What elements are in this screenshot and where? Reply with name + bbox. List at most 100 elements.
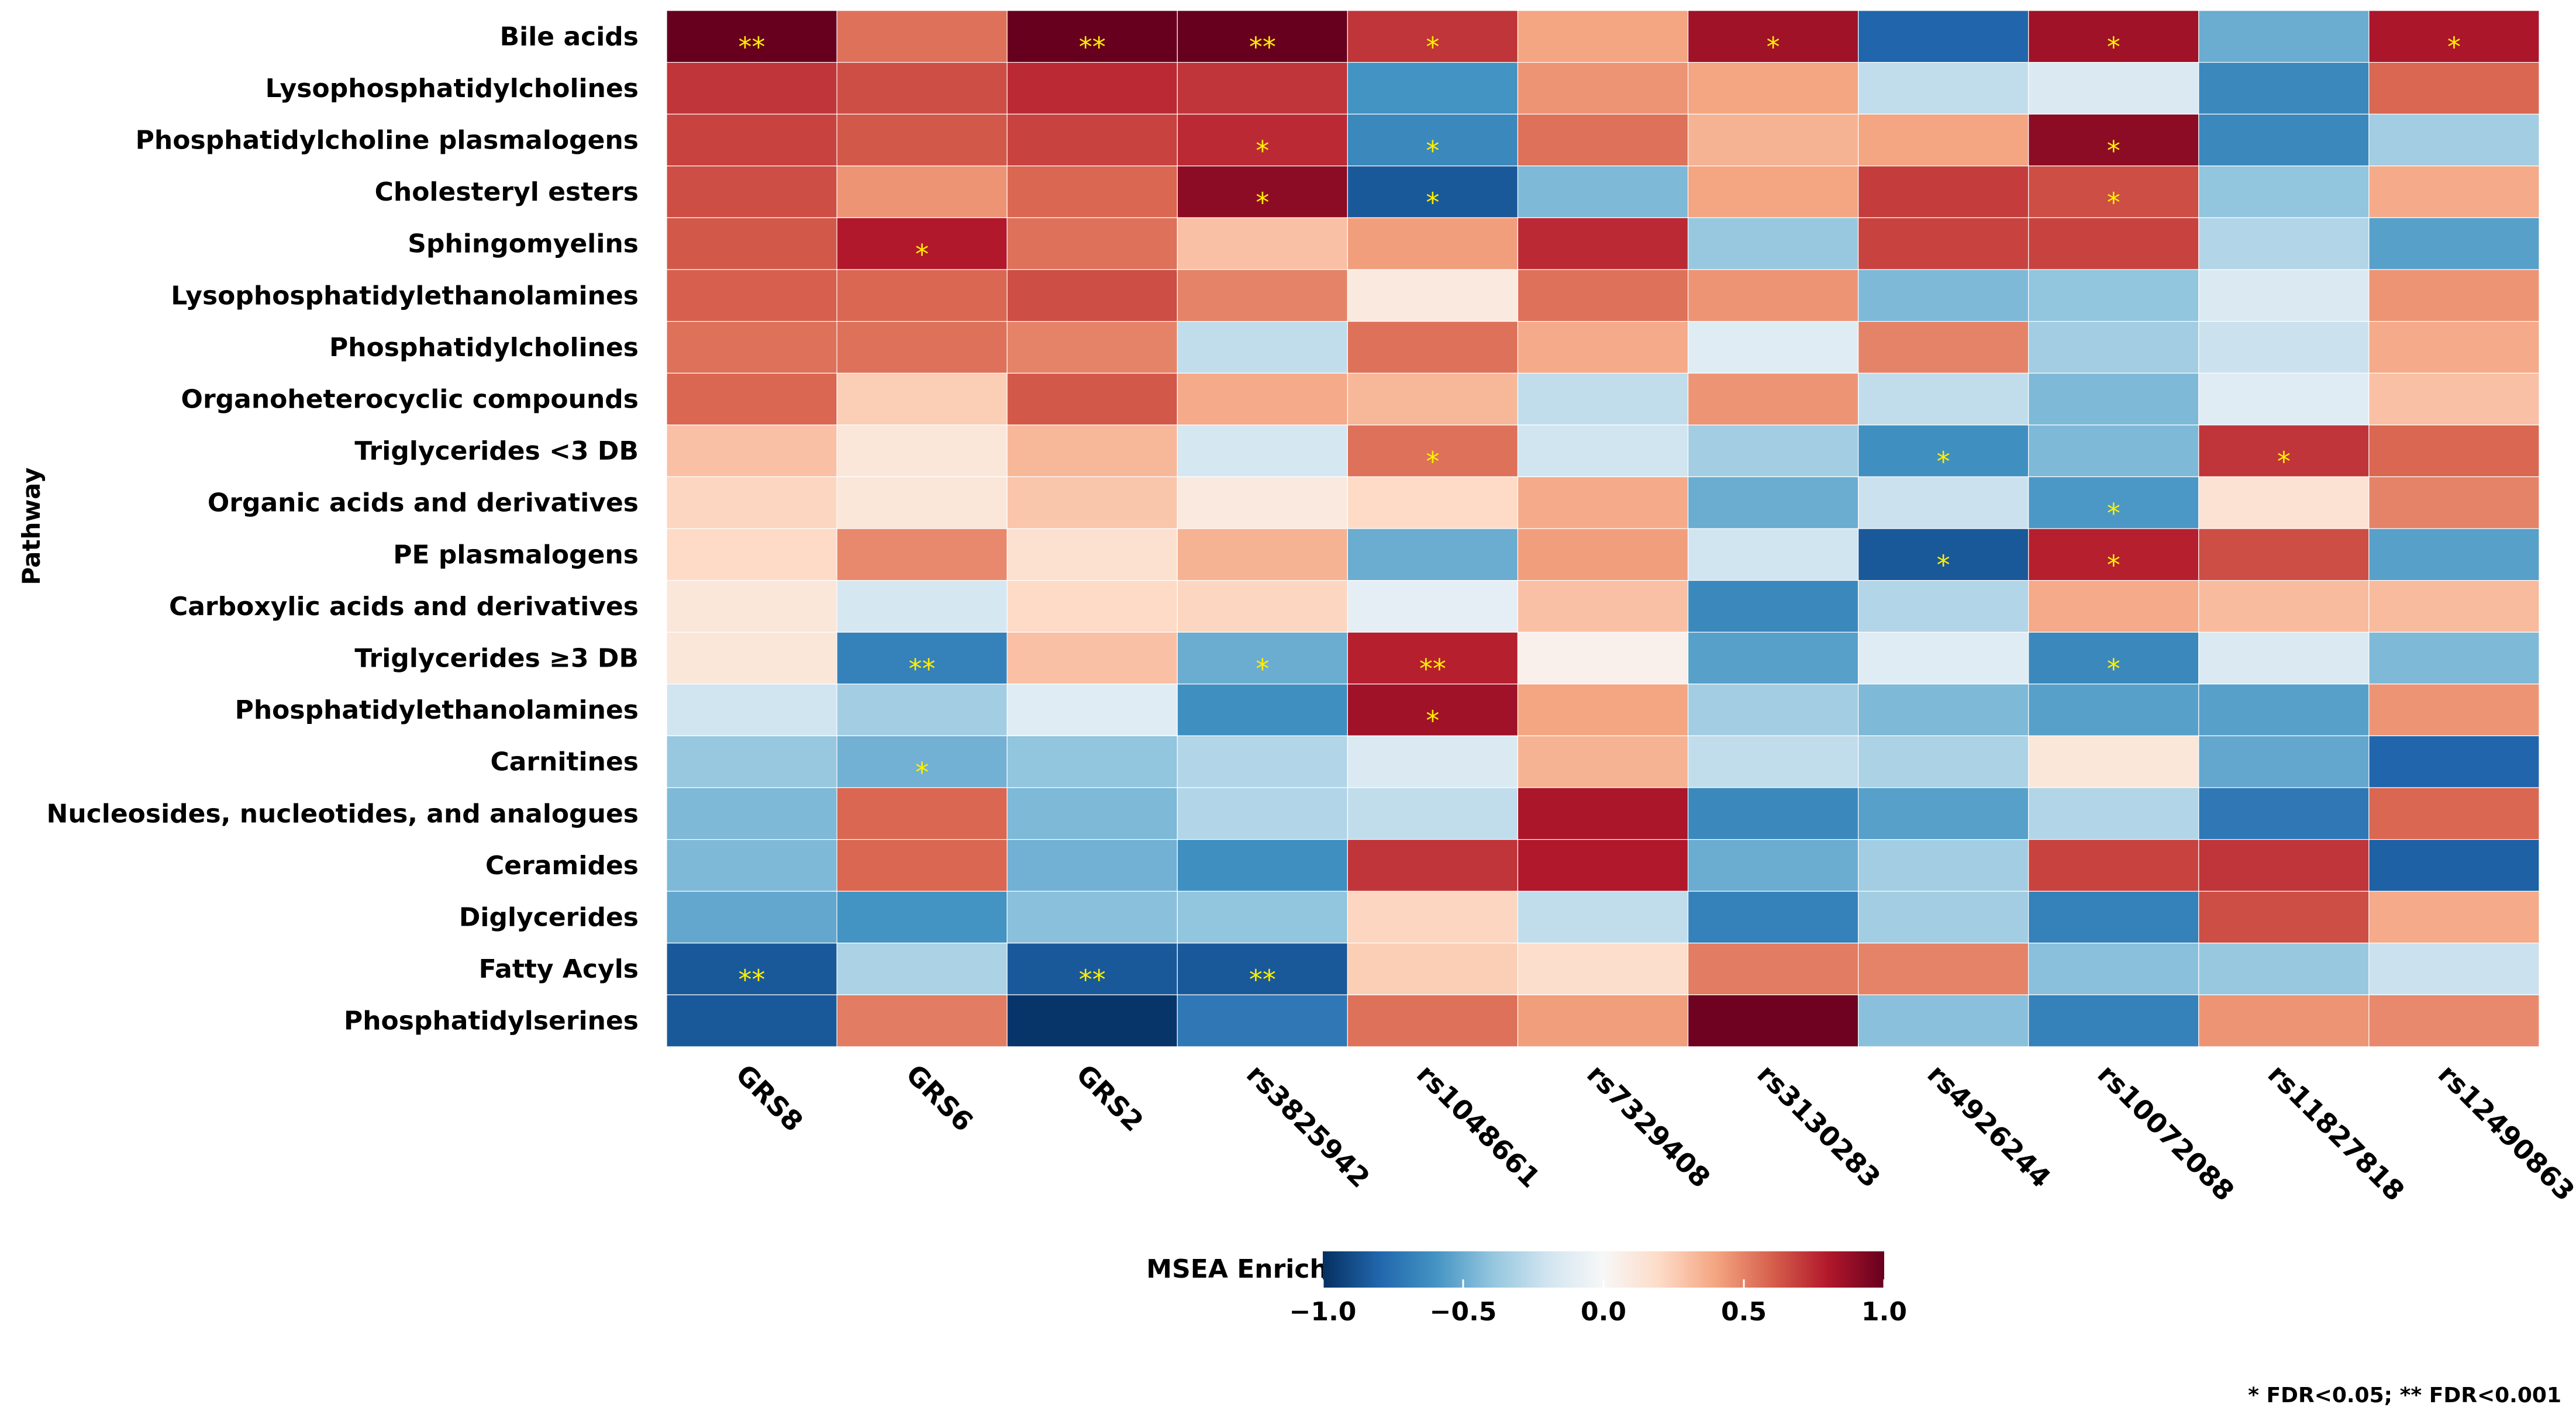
heatmap-cell: [1347, 61, 1519, 115]
heatmap-cell: [1858, 579, 2029, 633]
row-label: Organoheterocyclic compounds: [181, 385, 639, 415]
heatmap-cell: [1858, 632, 2029, 685]
row-label: Carboxylic acids and derivatives: [169, 592, 639, 622]
heatmap-cell: [1858, 735, 2029, 788]
heatmap-cell: [836, 891, 1008, 944]
heatmap-cell: [2368, 217, 2540, 270]
heatmap-cell: [1858, 839, 2029, 892]
heatmap-cell: [2198, 579, 2370, 633]
row-label: Sphingomyelins: [408, 229, 639, 259]
heatmap-cell: [666, 632, 837, 685]
row-label: Phosphatidylcholines: [329, 333, 639, 363]
heatmap-cell: [1517, 61, 1689, 115]
heatmap-cell: [2368, 994, 2540, 1047]
heatmap-cell: [836, 528, 1008, 581]
colorbar-legend: MSEA Enrichment Score −1.0 −0.5 0.0 0.5 1.0: [1146, 1251, 1907, 1327]
heatmap-cell: [836, 10, 1008, 63]
significance-marker: *: [1426, 705, 1439, 736]
heatmap-cell: [1006, 528, 1178, 581]
heatmap-cell: [1687, 425, 1859, 477]
heatmap-cell: [1517, 320, 1689, 374]
significance-marker: *: [2107, 135, 2120, 167]
heatmap-cell: [2368, 632, 2540, 685]
heatmap-cell: [2368, 425, 2540, 477]
heatmap-cell: [1006, 579, 1178, 633]
row-label: Lysophosphatidylcholines: [265, 74, 639, 103]
heatmap-cell: [1006, 943, 1178, 996]
heatmap-cell: [1517, 943, 1689, 996]
heatmap-cell: [1858, 476, 2029, 529]
significance-marker: *: [2107, 32, 2120, 63]
heatmap-cell: [1006, 113, 1178, 167]
heatmap-cell: [666, 61, 837, 115]
significance-marker: *: [1937, 550, 1950, 581]
heatmap-cell: [1687, 269, 1859, 322]
significance-marker: *: [1256, 653, 1269, 685]
heatmap-cell: [836, 320, 1008, 374]
heatmap-cell: [1858, 165, 2029, 218]
heatmap-cell: [1177, 994, 1348, 1047]
significance-marker: *: [1426, 135, 1439, 167]
heatmap-cell: [1006, 684, 1178, 737]
heatmap-cell: [1347, 320, 1519, 374]
column-label: rs3825942: [1240, 1058, 1376, 1194]
heatmap-cell: [2368, 787, 2540, 840]
heatmap-cell: [2198, 113, 2370, 167]
heatmap-cell: [1177, 579, 1348, 633]
heatmap-cell: [1517, 632, 1689, 685]
heatmap-cell: [2368, 839, 2540, 892]
significance-marker: *: [2107, 187, 2120, 218]
heatmap-cell: [2198, 476, 2370, 529]
significance-footnote: * FDR<0.05; ** FDR<0.001: [2248, 1384, 2561, 1407]
heatmap-cell: [2198, 372, 2370, 426]
row-label: Diglycerides: [459, 903, 639, 933]
heatmap-cell: [836, 476, 1008, 529]
heatmap-cell: [2198, 10, 2370, 63]
significance-marker: **: [1419, 653, 1446, 685]
significance-marker: *: [2447, 32, 2461, 63]
heatmap-cell: [666, 839, 837, 892]
heatmap-cell: [1177, 684, 1348, 737]
heatmap-cell: [1858, 113, 2029, 167]
column-label: GRS6: [900, 1058, 980, 1138]
heatmap-cell: [2028, 425, 2199, 477]
colorbar-tick-label: −0.5: [1430, 1297, 1497, 1327]
significance-marker: *: [1256, 135, 1269, 167]
heatmap-cell: [666, 320, 837, 374]
heatmap-cell: [1517, 994, 1689, 1047]
significance-marker: **: [1079, 32, 1106, 63]
heatmap-cell: [1517, 684, 1689, 737]
heatmap-cell: [2028, 528, 2199, 581]
heatmap-cell: [836, 425, 1008, 477]
heatmap-cell: [1687, 891, 1859, 944]
significance-marker: **: [1079, 964, 1106, 995]
row-label: Phosphatidylserines: [344, 1006, 639, 1036]
heatmap-cell: [1858, 372, 2029, 426]
heatmap-cell: [1687, 994, 1859, 1047]
column-label: GRS2: [1070, 1058, 1150, 1138]
row-label: Cholesteryl esters: [375, 177, 639, 207]
significance-marker: *: [915, 757, 929, 788]
heatmap-cell: [1858, 10, 2029, 63]
heatmap-cell: [1177, 320, 1348, 374]
y-axis-title: Pathway: [17, 467, 46, 585]
colorbar-tick-label: 1.0: [1861, 1297, 1907, 1327]
heatmap-cell: [1347, 891, 1519, 944]
row-labels: Bile acids Lysophosphatidylcholines Phosph…: [47, 22, 639, 1036]
significance-marker: *: [1426, 446, 1439, 477]
heatmap-cell: [1858, 943, 2029, 996]
heatmap-cell: [1347, 10, 1519, 63]
heatmap-cell: [1006, 787, 1178, 840]
heatmap-cell: [2368, 165, 2540, 218]
heatmap-cell: [1006, 891, 1178, 944]
colorbar-tick-label: −1.0: [1289, 1297, 1357, 1327]
column-labels: GRS8 GRS6 GRS2 rs3825942 rs1048661 rs7329408 r…: [730, 1058, 2576, 1207]
heatmap-cell: [1687, 735, 1859, 788]
heatmap-cell: [666, 269, 837, 322]
row-label: Triglycerides ≥3 DB: [354, 644, 639, 674]
column-label: rs4926244: [1921, 1058, 2057, 1194]
heatmap-cell: [1687, 943, 1859, 996]
heatmap-cell: [1517, 372, 1689, 426]
heatmap-cell: [666, 735, 837, 788]
